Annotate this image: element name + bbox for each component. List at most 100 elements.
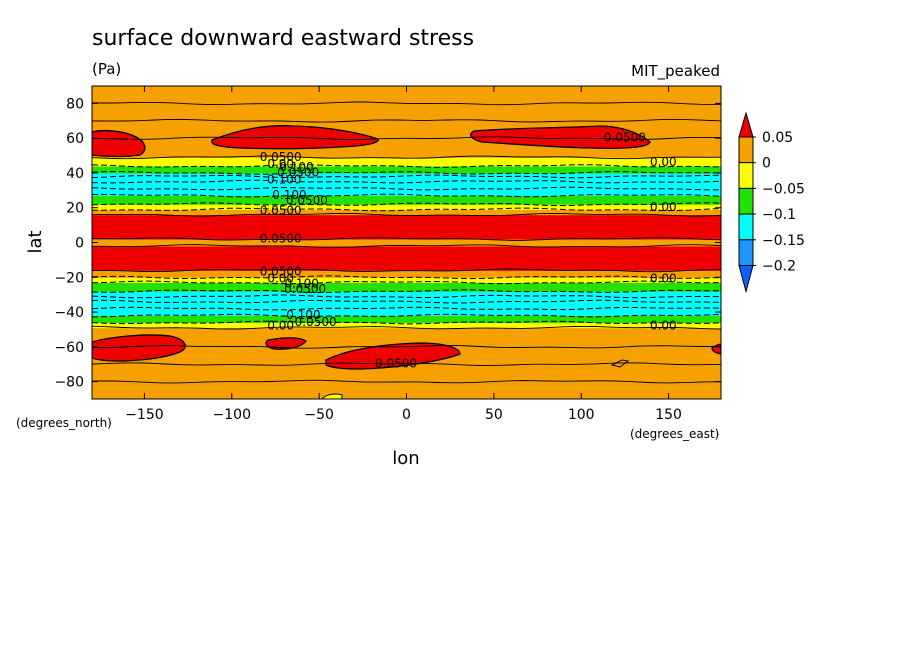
contour-line-25: [92, 136, 721, 140]
colorbar: 0.05 0 −0.05 −0.1 −0.15 −0.2: [738, 111, 805, 294]
colorbar-label: 0: [762, 156, 771, 172]
y-tick-label: 60: [66, 131, 84, 147]
colorbar-segment: [738, 136, 754, 164]
zonal-band-11: [92, 204, 721, 210]
contour-label: 0.00: [650, 155, 677, 169]
colorbar-segment: [738, 239, 754, 267]
contour-label: 0.0500: [375, 357, 417, 371]
contour-line-5: [92, 294, 721, 299]
x-tick-label: −50: [304, 407, 334, 423]
contour-line-10: [92, 244, 721, 248]
y-tick-label: 40: [66, 166, 84, 182]
colorbar-segment: [738, 162, 754, 189]
y-axis-ticks: −80 −60 −40 −20 0 20 40 60 80: [54, 96, 721, 391]
contour-line-0: [92, 325, 721, 330]
zonal-band-9: [92, 214, 721, 240]
zonal-band-8: [92, 239, 721, 247]
y-tick-label: −20: [54, 270, 84, 286]
yellow-patch-bottom: [321, 393, 343, 399]
contour-line-21: [92, 155, 721, 160]
contour-label: 0.0500: [260, 204, 302, 218]
contour-label: 0.0500: [277, 165, 319, 179]
colorbar-segment: [738, 213, 754, 241]
contour-label: 0.100: [272, 188, 306, 202]
red-patch-nh-east: [470, 125, 651, 149]
small-contour-sh: [610, 359, 630, 368]
contour-line-17: [92, 179, 721, 184]
x-tick-label: 0: [402, 407, 411, 423]
colorbar-label: −0.2: [762, 259, 796, 275]
contour-label: 0.100: [286, 308, 320, 322]
contour-line-14: [92, 202, 721, 207]
x-axis-units: (degrees_east): [630, 427, 719, 441]
model-label: MIT_peaked: [631, 62, 720, 81]
contour-labels: 0.05000.000.1000.05000.1000.1000.05000.0…: [260, 131, 677, 371]
contour-line-19: [92, 171, 721, 175]
zonal-band-7: [92, 245, 721, 271]
zonal-band-12: [92, 195, 721, 205]
zonal-band-14: [92, 165, 721, 174]
colorbar-label: −0.15: [762, 233, 805, 249]
contour-line-12: [92, 212, 721, 217]
contour-line-23: [92, 362, 721, 367]
plot-area: 0.05000.000.1000.05000.1000.1000.05000.0…: [92, 86, 721, 399]
contour-line-22: [92, 345, 721, 349]
contour-label: 0.0500: [260, 265, 302, 279]
y-axis-units: (degrees_north): [16, 416, 112, 430]
contour-line-6: [92, 289, 721, 294]
colorbar-arrow-low: [738, 265, 754, 294]
contour-line-4: [92, 299, 721, 304]
contour-line-18: [92, 174, 721, 179]
y-tick-label: −60: [54, 340, 84, 356]
contour-line-1: [92, 320, 721, 325]
contour-line-9: [92, 268, 721, 273]
x-tick-label: 150: [655, 407, 682, 423]
red-patch-nh-west: [92, 130, 146, 158]
contour-line-16: [92, 186, 721, 191]
red-patch-sh-west: [92, 334, 186, 362]
x-tick-label: 50: [485, 407, 503, 423]
zonal-band-4: [92, 282, 721, 292]
y-tick-label: 0: [75, 236, 84, 252]
contour-label: 0.0500: [295, 315, 337, 329]
contour-label: 0.100: [279, 160, 313, 174]
contour-label: 0.0500: [286, 193, 328, 207]
x-tick-label: −150: [125, 407, 163, 423]
contour-line-13: [92, 207, 721, 212]
colorbar-arrow-high: [738, 111, 754, 138]
contour-line-11: [92, 237, 721, 241]
contour-label: 0.0500: [260, 232, 302, 246]
chart-title: surface downward eastward stress: [92, 26, 474, 51]
colorbar-label: −0.05: [762, 181, 805, 197]
contour-label: 0.00: [650, 200, 677, 214]
contour-line-27: [92, 101, 721, 106]
contour-label: 0.0500: [284, 282, 326, 296]
contour-label: 0.100: [267, 172, 301, 186]
red-patch-sh-east: [325, 342, 461, 370]
y-tick-label: −80: [54, 375, 84, 391]
contour-lines: [92, 101, 721, 384]
contour-line-20: [92, 164, 721, 168]
contour-label: 0.00: [650, 272, 677, 286]
zonal-band-13: [92, 172, 721, 197]
x-tick-label: 100: [568, 407, 595, 423]
contour-line-15: [92, 193, 721, 198]
colorbar-label: 0.05: [762, 130, 793, 146]
contour-line-2: [92, 313, 721, 318]
zonal-band-15: [92, 157, 721, 167]
contour-line-3: [92, 306, 721, 311]
contour-label: 0.0500: [260, 150, 302, 164]
zonal-band-6: [92, 270, 721, 278]
x-axis-label: lon: [392, 448, 419, 469]
contour-line-24: [92, 379, 721, 384]
contour-line-26: [92, 118, 721, 123]
contour-line-8: [92, 275, 721, 280]
contour-label: 0.100: [284, 277, 318, 291]
contour-label: 0.00: [267, 272, 294, 286]
zonal-band-10: [92, 209, 721, 216]
colorbar-label: −0.1: [762, 207, 796, 223]
chart-units: (Pa): [92, 60, 121, 78]
y-tick-label: 80: [66, 96, 84, 112]
y-axis-label: lat: [25, 230, 46, 253]
